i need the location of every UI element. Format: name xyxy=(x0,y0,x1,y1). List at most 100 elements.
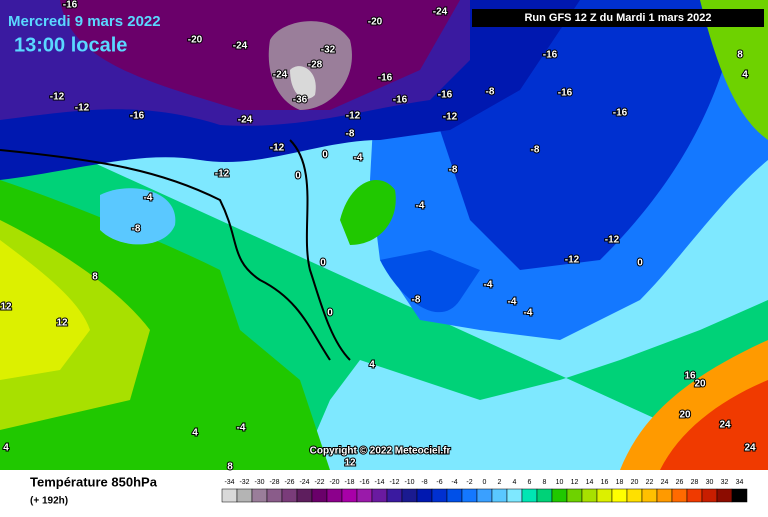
color-swatch xyxy=(521,488,538,503)
contour-label: -12 xyxy=(75,103,90,114)
level-label: -28 xyxy=(269,479,279,486)
temperature-field xyxy=(0,0,768,470)
contour-labels: -16-20-24-20-24-32-28-24-36-16-16 -16 -8-1… xyxy=(0,0,757,474)
contour-label: -4 xyxy=(524,308,533,319)
color-swatch xyxy=(461,488,478,503)
level-label: -18 xyxy=(344,479,354,486)
color-swatch xyxy=(596,488,613,503)
contour-label: -16 xyxy=(558,88,573,99)
footer-title: Température 850hPa xyxy=(30,474,158,489)
color-swatch xyxy=(656,488,673,503)
color-swatch xyxy=(506,488,523,503)
color-swatch xyxy=(476,488,493,503)
level-label: 30 xyxy=(706,479,714,486)
contour-label: -4 xyxy=(144,193,153,204)
contour-label: 0 xyxy=(322,150,328,161)
contour-label: 20 xyxy=(679,410,691,421)
level-label: -30 xyxy=(254,479,264,486)
color-swatch xyxy=(716,488,733,503)
level-label: 8 xyxy=(543,479,547,486)
color-swatch xyxy=(386,488,403,503)
level-label: 10 xyxy=(556,479,564,486)
contour-label: -20 xyxy=(188,35,203,46)
forecast-time: 13:00 locale xyxy=(14,34,127,56)
color-swatch xyxy=(611,488,628,503)
level-label: 28 xyxy=(691,479,699,486)
color-swatch xyxy=(281,488,298,503)
contour-label: -12 xyxy=(346,111,361,122)
contour-label: -24 xyxy=(233,41,248,52)
contour-label: -36 xyxy=(293,95,308,106)
level-label: -22 xyxy=(314,479,324,486)
contour-label: 24 xyxy=(744,443,756,454)
level-label: -6 xyxy=(436,479,442,486)
color-swatch xyxy=(311,488,328,503)
footer-lead: (+ 192h) xyxy=(30,496,68,507)
level-label: 18 xyxy=(616,479,624,486)
color-swatch xyxy=(236,488,253,503)
contour-label: 24 xyxy=(719,420,731,431)
contour-label: 0 xyxy=(327,308,333,319)
contour-label: -24 xyxy=(433,7,448,18)
color-swatch xyxy=(371,488,388,503)
color-swatch xyxy=(626,488,643,503)
level-label: 0 xyxy=(483,479,487,486)
level-label: 34 xyxy=(736,479,744,486)
contour-label: -12 xyxy=(605,235,620,246)
contour-label: 8 xyxy=(92,272,98,283)
level-label: -10 xyxy=(404,479,414,486)
contour-label: -24 xyxy=(238,115,253,126)
contour-label: -8 xyxy=(486,87,495,98)
contour-label: 12 xyxy=(56,318,68,329)
color-swatch xyxy=(731,488,748,503)
contour-label: 4 xyxy=(3,443,9,454)
contour-label: -8 xyxy=(132,224,141,235)
level-label: -26 xyxy=(284,479,294,486)
level-label: -20 xyxy=(329,479,339,486)
level-label: 20 xyxy=(631,479,639,486)
contour-label: -8 xyxy=(449,165,458,176)
level-label: 6 xyxy=(528,479,532,486)
level-label: -16 xyxy=(359,479,369,486)
color-swatch xyxy=(671,488,688,503)
color-swatch xyxy=(566,488,583,503)
contour-label: 0 xyxy=(320,258,326,269)
contour-label: 4 xyxy=(369,360,375,371)
level-label: -32 xyxy=(239,479,249,486)
copyright: Copyright © 2022 Meteociel.fr xyxy=(310,446,451,457)
contour-label: 8 xyxy=(227,462,233,473)
color-swatch xyxy=(701,488,718,503)
color-swatch xyxy=(641,488,658,503)
contour-label: -4 xyxy=(508,297,517,308)
contour-label: -16 xyxy=(613,108,628,119)
level-label: -4 xyxy=(451,479,457,486)
contour-label: -12 xyxy=(443,112,458,123)
color-swatch xyxy=(326,488,343,503)
contour-label: -16 xyxy=(393,95,408,106)
level-label: -34 xyxy=(224,479,234,486)
level-label: -14 xyxy=(374,479,384,486)
contour-label: -12 xyxy=(565,255,580,266)
level-label: -12 xyxy=(389,479,399,486)
contour-label: -4 xyxy=(484,280,493,291)
contour-label: 0 xyxy=(295,171,301,182)
contour-label: -28 xyxy=(308,60,323,71)
forecast-date: Mercredi 9 mars 2022 xyxy=(8,13,161,30)
level-label: 4 xyxy=(513,479,517,486)
level-label: 14 xyxy=(586,479,594,486)
level-label: -8 xyxy=(421,479,427,486)
contour-label: -16 xyxy=(63,0,78,11)
color-swatch xyxy=(341,488,358,503)
level-label: 32 xyxy=(721,479,729,486)
color-swatch xyxy=(686,488,703,503)
contour-label: -12 xyxy=(215,169,230,180)
contour-label: -8 xyxy=(531,145,540,156)
level-label: 12 xyxy=(571,479,579,486)
level-label: 16 xyxy=(601,479,609,486)
color-swatch xyxy=(266,488,283,503)
contour-label: -16 xyxy=(543,50,558,61)
contour-label: -20 xyxy=(368,17,383,28)
contour-label: 12 xyxy=(0,302,12,313)
contour-label: 12 xyxy=(344,458,356,469)
